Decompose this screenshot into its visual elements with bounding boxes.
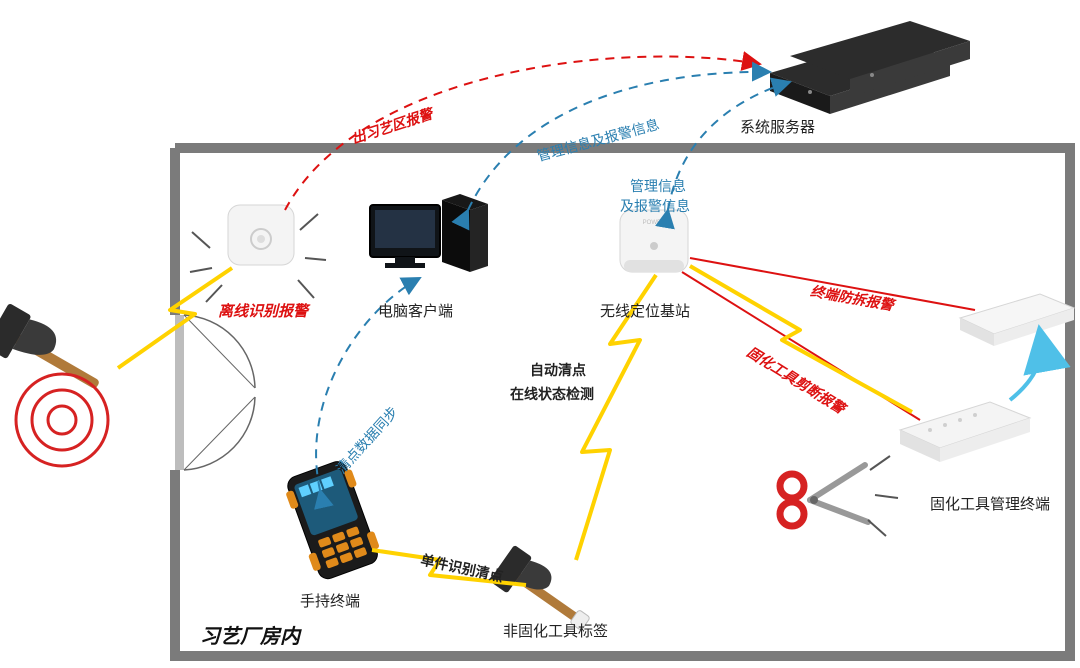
edge-base-server [668, 82, 790, 210]
server-icon [770, 21, 970, 114]
edge1-label: 出习艺区报警 [349, 104, 435, 149]
hammer-left-icon [0, 303, 111, 405]
edge3-label2: 及报警信息 [620, 196, 690, 216]
pc-label: 电脑客户端 [378, 300, 453, 321]
edge7-label: 固化工具剪断报警 [743, 342, 849, 418]
ripple-target [16, 374, 108, 466]
tag-label: 非固化工具标签 [503, 620, 608, 641]
room-title: 习艺厂房内 [200, 620, 300, 649]
edge-offline-hammer [118, 268, 232, 368]
scissors-burst [868, 456, 898, 536]
offline-burst [190, 214, 326, 302]
edge-mgmt-up [1010, 332, 1041, 400]
handheld-icon [281, 457, 384, 582]
mgmt-terminal-icon [900, 402, 1030, 462]
handheld-label: 手持终端 [300, 590, 360, 611]
edge8-label: 终端防拆报警 [809, 281, 895, 315]
scissors-icon [780, 465, 868, 526]
offline-device-icon [228, 205, 294, 265]
base-label: 无线定位基站 [600, 300, 690, 321]
edge5-label1: 自动清点 [530, 360, 586, 380]
pc-icon [370, 194, 488, 272]
svg-text:POWER: POWER [643, 220, 666, 226]
mgmt-terminal2-icon [960, 294, 1074, 346]
room-border [175, 148, 1070, 656]
edge2-label: 管理信息及报警信息 [535, 114, 662, 166]
edge3-label1: 管理信息 [630, 176, 686, 196]
edge6-label: 单件识别清点 [419, 549, 505, 586]
offline-label: 离线识别报警 [218, 300, 308, 321]
mgmt-label: 固化工具管理终端 [930, 493, 1050, 514]
diagram-canvas: POWER [0, 0, 1080, 668]
base-station-icon: POWER [620, 210, 688, 272]
server-label: 系统服务器 [740, 116, 815, 137]
edge5-label2: 在线状态检测 [510, 384, 594, 404]
edge4-label: 清点数据同步 [331, 402, 402, 478]
